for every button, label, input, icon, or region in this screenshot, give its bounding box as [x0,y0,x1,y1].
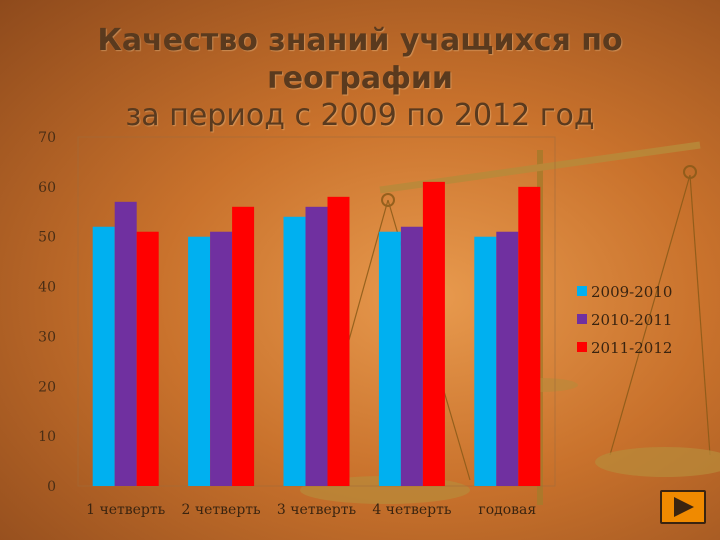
legend-swatch [577,314,587,324]
x-category-label: 1 четверть [86,502,166,518]
x-category-label: годовая [478,502,536,518]
bar [114,201,137,487]
x-category-label: 2 четверть [182,502,262,518]
bars-group [92,181,541,487]
bar [232,206,255,487]
legend-swatch [577,286,587,296]
next-slide-button[interactable] [660,490,706,524]
y-axis: 0 10 20 30 40 50 60 70 [38,130,56,495]
legend: 2009-2010 2010-2011 2011-2012 [577,283,672,357]
y-tick-label: 0 [47,479,56,495]
y-tick-label: 40 [38,280,56,296]
bar [210,231,233,486]
bar [422,181,445,486]
bar [474,236,497,486]
legend-label: 2009-2010 [591,283,672,301]
title-line-1: Качество знаний учащихся по географии [97,23,623,96]
x-category-label: 4 четверть [372,502,452,518]
y-tick-label: 10 [38,429,56,445]
slide-title: Качество знаний учащихся по географии за… [0,22,720,135]
bar [400,226,423,486]
y-tick-label: 20 [38,379,56,395]
bar [305,206,328,487]
y-tick-label: 30 [38,329,56,345]
bar [283,216,306,486]
bar [92,226,115,486]
x-axis: 1 четверть 2 четверть 3 четверть 4 четверть… [86,502,536,518]
bar [136,231,159,486]
y-tick-label: 50 [38,230,56,246]
y-tick-label: 60 [38,180,56,196]
x-category-label: 3 четверть [277,502,357,518]
title-line-2: за период с 2009 по 2012 год [125,98,595,133]
play-next-icon [674,497,694,517]
bar [327,196,350,487]
legend-swatch [577,342,587,352]
legend-label: 2010-2011 [591,311,672,329]
legend-label: 2011-2012 [591,339,672,357]
bar [378,231,401,486]
bar [496,231,519,486]
bar [518,186,541,486]
bar [188,236,211,486]
y-tick-label: 70 [38,130,56,146]
